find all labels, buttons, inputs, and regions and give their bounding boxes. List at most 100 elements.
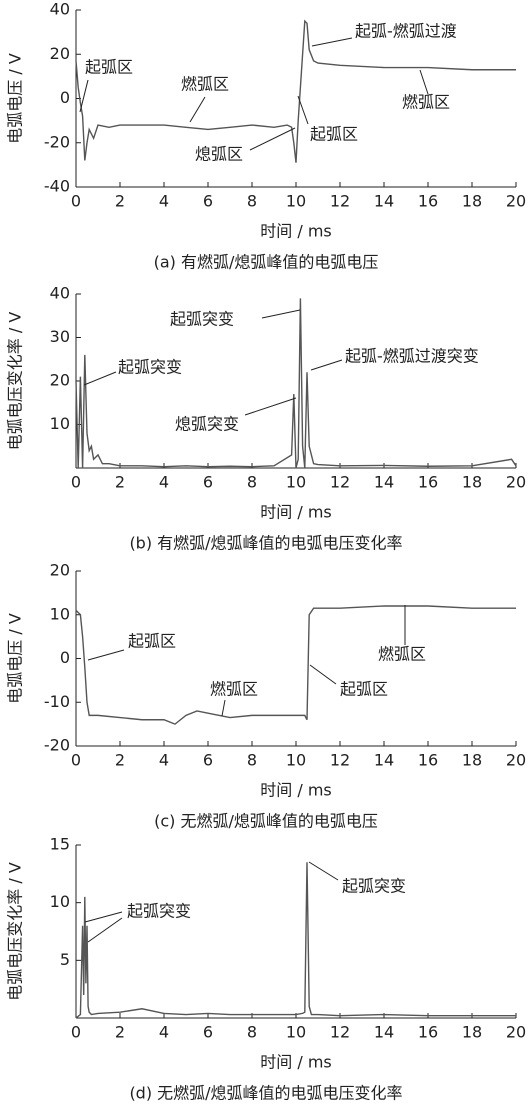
y-axis-label: 电弧电压变化率 / V [6, 862, 25, 1001]
x-tick-label: 6 [203, 473, 213, 492]
y-tick-label: 20 [50, 561, 70, 580]
x-tick-label: 18 [462, 192, 482, 211]
x-tick-label: 10 [286, 192, 306, 211]
y-tick-label: 0 [60, 648, 70, 667]
x-tick-label: 20 [506, 1023, 526, 1042]
x-tick-label: 12 [330, 473, 350, 492]
annotation-arrow [419, 69, 429, 95]
y-tick-label: 5 [60, 950, 70, 969]
data-line [75, 862, 516, 1019]
y-tick-label: 10 [50, 604, 70, 623]
y-tick-label: 40 [50, 0, 70, 19]
annotation-arrow [79, 79, 89, 113]
caption: (d) 无燃弧/熄弧峰值的电弧电压变化率 [129, 1084, 402, 1103]
y-axis-label: 电弧电压变化率 / V [6, 312, 25, 451]
annotation: 燃弧区 [402, 93, 450, 112]
x-tick-label: 2 [115, 192, 125, 211]
annotation: 起弧突变 [342, 877, 406, 896]
annotation: 燃弧区 [181, 75, 229, 94]
x-tick-label: 10 [286, 751, 306, 770]
annotation: 起弧突变 [118, 358, 182, 377]
y-tick-label: 10 [50, 414, 70, 433]
x-tick-label: 18 [462, 473, 482, 492]
x-tick-label: 18 [462, 751, 482, 770]
annotation-arrow [309, 664, 337, 685]
x-tick-label: 0 [71, 751, 81, 770]
annotation-arrow [310, 359, 343, 371]
caption: (b) 有燃弧/熄弧峰值的电弧电压变化率 [129, 534, 402, 553]
x-tick-label: 4 [159, 473, 169, 492]
annotation: 起弧区 [85, 58, 133, 77]
caption: (a) 有燃弧/熄弧峰值的电弧电压 [154, 253, 379, 272]
x-tick-label: 16 [418, 751, 438, 770]
y-tick-label: 20 [50, 371, 70, 390]
x-tick-label: 20 [506, 192, 526, 211]
annotation: 起弧-燃弧过渡突变 [345, 347, 479, 366]
y-tick-label: 15 [50, 835, 70, 854]
x-tick-label: 14 [374, 1023, 394, 1042]
x-tick-label: 4 [159, 751, 169, 770]
y-tick-label: -10 [44, 692, 70, 711]
caption: (c) 无燃弧/熄弧峰值的电弧电压 [154, 812, 378, 831]
x-tick-label: 4 [159, 192, 169, 211]
annotation: 起弧区 [340, 680, 388, 699]
y-tick-label: 0 [60, 88, 70, 107]
annotation-arrow [308, 861, 339, 881]
annotation: 起弧区 [310, 125, 358, 144]
data-line [75, 605, 516, 725]
x-tick-label: 12 [330, 1023, 350, 1042]
annotation: 起弧突变 [170, 310, 234, 329]
x-tick-label: 10 [286, 1023, 306, 1042]
x-tick-label: 0 [71, 1023, 81, 1042]
annotation-arrow [249, 127, 296, 151]
x-tick-label: 14 [374, 751, 394, 770]
x-tick-label: 18 [462, 1023, 482, 1042]
annotation-arrow [297, 95, 309, 125]
annotation: 起弧-燃弧过渡 [355, 22, 457, 41]
x-tick-label: 6 [203, 751, 213, 770]
annotation-arrow [311, 37, 353, 47]
x-tick-label: 10 [286, 473, 306, 492]
y-tick-label: -20 [44, 132, 70, 151]
x-tick-label: 2 [115, 1023, 125, 1042]
x-tick-label: 8 [247, 473, 257, 492]
annotation-arrow [84, 911, 123, 923]
annotation-arrow [87, 649, 125, 661]
x-tick-label: 12 [330, 751, 350, 770]
x-tick-label: 20 [506, 473, 526, 492]
x-tick-label: 2 [115, 751, 125, 770]
x-tick-label: 2 [115, 473, 125, 492]
x-axis-label: 时间 / ms [260, 1053, 332, 1072]
data-line [75, 298, 517, 469]
x-tick-label: 8 [247, 1023, 257, 1042]
y-tick-label: -40 [44, 177, 70, 196]
x-axis-label: 时间 / ms [260, 781, 332, 800]
annotation: 熄弧区 [195, 145, 243, 164]
x-tick-label: 16 [418, 192, 438, 211]
x-tick-label: 6 [203, 192, 213, 211]
x-axis-label: 时间 / ms [260, 503, 332, 522]
data-line [75, 19, 516, 163]
x-tick-label: 8 [247, 192, 257, 211]
x-tick-label: 20 [506, 751, 526, 770]
x-tick-label: 14 [374, 192, 394, 211]
y-axis-label: 电弧电压 / V [6, 53, 25, 144]
x-tick-label: 0 [71, 473, 81, 492]
x-tick-label: 16 [418, 1023, 438, 1042]
annotation-arrow [244, 397, 297, 416]
annotation: 起弧区 [128, 632, 176, 651]
y-axis-label: 电弧电压 / V [6, 613, 25, 704]
x-tick-label: 12 [330, 192, 350, 211]
annotation-arrow [221, 699, 226, 717]
x-tick-label: 8 [247, 751, 257, 770]
annotation: 熄弧突变 [175, 415, 239, 434]
y-tick-label: -20 [44, 736, 70, 755]
annotation-arrow [261, 309, 301, 319]
annotation: 起弧突变 [127, 902, 191, 921]
x-tick-label: 14 [374, 473, 394, 492]
annotation-arrow [83, 371, 117, 386]
x-tick-label: 4 [159, 1023, 169, 1042]
x-tick-label: 16 [418, 473, 438, 492]
annotation-arrow [87, 917, 123, 943]
